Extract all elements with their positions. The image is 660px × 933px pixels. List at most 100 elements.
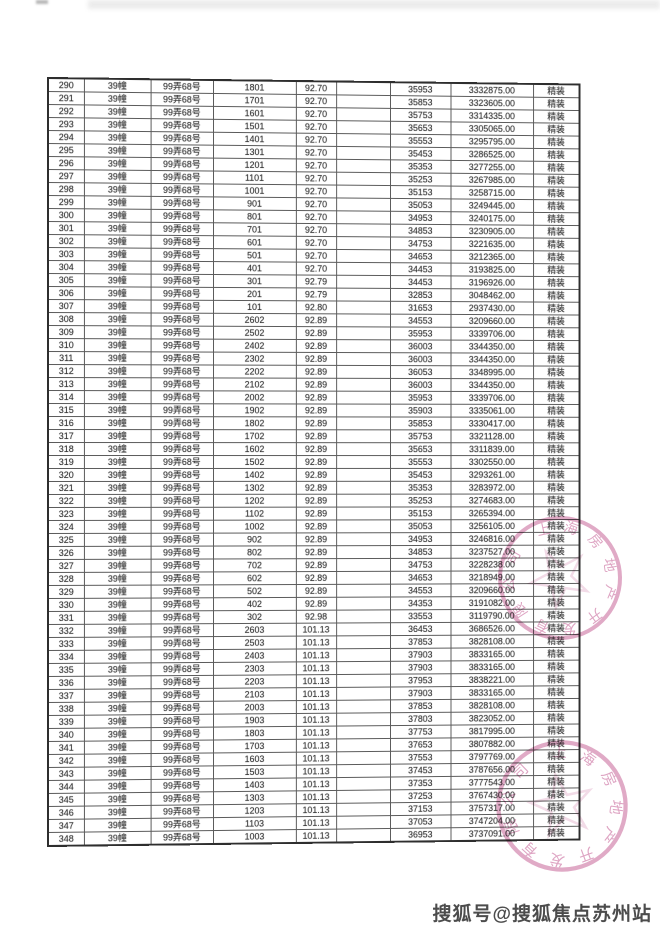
cell-area: 101.13 (295, 751, 337, 766)
cell-area: 92.89 (295, 584, 337, 598)
cell-blank (336, 416, 391, 430)
cell-total-price: 3797769.00 (450, 749, 534, 764)
cell-total-price: 3323605.00 (450, 96, 534, 111)
cell-building: 39幢 (83, 818, 151, 833)
cell-address: 99弄68号 (150, 377, 214, 391)
cell-area: 92.89 (295, 352, 337, 366)
cell-address: 99弄68号 (150, 740, 214, 754)
cell-room: 1302 (213, 481, 296, 495)
cell-decoration: 精装 (533, 417, 580, 431)
cell-room: 101 (213, 300, 296, 314)
cell-total-price: 3348995.00 (450, 365, 534, 379)
cell-building: 39幢 (83, 182, 151, 197)
cell-blank (336, 738, 391, 752)
cell-address: 99弄68号 (150, 183, 214, 197)
table-row: 322 39幢 99弄68号 1202 92.89 35253 3274683.00 精装 (47, 493, 580, 508)
cell-building: 39幢 (83, 247, 151, 262)
cell-total-price: 3267985.00 (450, 173, 534, 187)
cell-address: 99弄68号 (150, 533, 214, 547)
cell-blank (336, 661, 391, 675)
cell-total-price: 3209660.00 (450, 314, 534, 328)
cell-decoration: 精装 (533, 186, 580, 201)
cell-total-price: 3283972.00 (450, 481, 534, 495)
cell-address: 99弄68号 (150, 261, 214, 275)
cell-total-price: 3339706.00 (450, 327, 534, 341)
cell-total-price: 3193825.00 (450, 263, 534, 277)
cell-index: 345 (47, 793, 84, 807)
cell-decoration: 精装 (533, 532, 580, 546)
cell-unit-price: 35953 (390, 326, 451, 341)
cell-index: 292 (47, 104, 84, 118)
cell-decoration: 精装 (533, 302, 580, 316)
cell-area: 92.89 (295, 378, 337, 392)
cell-area: 92.89 (295, 313, 337, 327)
cell-total-price: 3335061.00 (450, 404, 534, 418)
cell-room: 702 (213, 558, 296, 572)
cell-building: 39幢 (83, 494, 151, 508)
cell-area: 92.89 (295, 571, 337, 585)
cell-address: 99弄68号 (150, 196, 214, 210)
cell-building: 39幢 (83, 325, 151, 339)
price-table-wrap: 290 39幢 99弄68号 1801 92.70 35953 3332875.00 精装 29… (47, 77, 581, 847)
table-row: 317 39幢 99弄68号 1702 92.89 35753 3321128.00 精装 (47, 429, 580, 443)
cell-index: 305 (47, 273, 84, 287)
cell-index: 337 (47, 689, 84, 703)
cell-room: 1303 (213, 790, 296, 805)
cell-decoration: 精装 (533, 711, 580, 725)
cell-index: 302 (47, 234, 84, 248)
cell-total-price: 3295795.00 (450, 134, 534, 149)
cell-decoration: 精装 (533, 519, 580, 533)
cell-area: 92.79 (295, 274, 337, 289)
cell-building: 39幢 (83, 753, 151, 768)
cell-total-price: 3277255.00 (450, 160, 534, 175)
cell-address: 99弄68号 (150, 338, 214, 353)
cell-total-price: 3330417.00 (450, 417, 534, 431)
cell-blank (336, 210, 391, 225)
cell-unit-price: 35553 (390, 455, 451, 469)
cell-unit-price: 35253 (390, 494, 451, 508)
cell-building: 39幢 (83, 675, 151, 690)
cell-decoration: 精装 (533, 749, 580, 763)
cell-decoration: 精装 (533, 366, 580, 379)
cell-unit-price: 34553 (390, 314, 451, 328)
cell-total-price: 3737091.00 (450, 826, 534, 842)
cell-building: 39幢 (83, 338, 151, 352)
table-row: 323 39幢 99弄68号 1102 92.89 35153 3265394.00 精装 (47, 506, 580, 521)
cell-decoration: 精装 (533, 455, 580, 469)
cell-building: 39幢 (83, 779, 151, 794)
cell-total-price: 3230905.00 (450, 224, 534, 239)
cell-decoration: 精装 (533, 83, 580, 98)
cell-room: 1601 (213, 106, 296, 121)
cell-room: 902 (213, 532, 296, 547)
cell-index: 295 (47, 143, 84, 157)
cell-total-price: 3302550.00 (450, 455, 534, 469)
cell-unit-price: 37753 (390, 725, 451, 739)
cell-address: 99弄68号 (150, 325, 214, 340)
cell-index: 316 (47, 416, 84, 430)
cell-total-price: 3686526.00 (450, 621, 534, 636)
cell-room: 2003 (213, 700, 296, 715)
cell-blank (336, 507, 391, 520)
cell-decoration: 精装 (533, 174, 580, 188)
cell-room: 1103 (213, 816, 296, 831)
cell-unit-price: 35053 (390, 198, 451, 212)
cell-index: 339 (47, 715, 84, 729)
cell-blank (336, 159, 391, 173)
cell-building: 39幢 (83, 455, 151, 469)
cell-room: 1202 (213, 494, 296, 508)
cell-address: 99弄68号 (150, 468, 214, 482)
cell-blank (336, 777, 391, 791)
cell-blank (336, 146, 391, 160)
cell-blank (336, 236, 391, 250)
cell-blank (336, 185, 391, 199)
cell-index: 304 (47, 260, 84, 274)
cell-room: 1001 (213, 183, 296, 198)
cell-unit-price: 37953 (390, 673, 451, 688)
cell-building: 39幢 (83, 429, 151, 443)
cell-unit-price: 35253 (390, 172, 451, 187)
cell-decoration: 精装 (533, 161, 580, 175)
cell-area: 101.13 (295, 777, 337, 791)
cell-unit-price: 37903 (390, 660, 451, 675)
cell-unit-price: 34953 (390, 532, 451, 546)
cell-index: 324 (47, 520, 84, 534)
